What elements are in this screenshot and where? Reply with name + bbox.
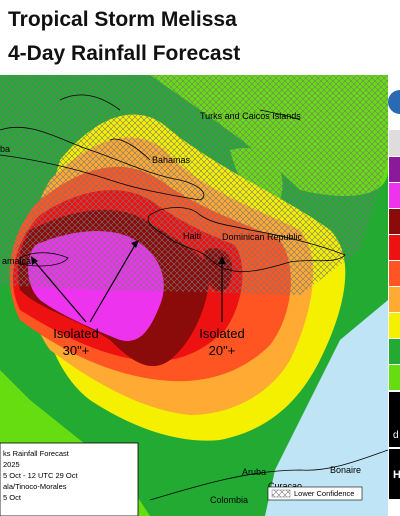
place-label: Curacao	[268, 481, 302, 491]
info-line: 5 Oct	[3, 493, 22, 502]
coastline	[0, 126, 205, 201]
side-text: d	[393, 430, 399, 441]
legend-label: Lower Confidence	[294, 489, 354, 498]
annotation: Isolated	[53, 326, 99, 341]
swatch	[389, 339, 400, 364]
info-box	[0, 442, 139, 516]
annotation: Isolated	[199, 326, 245, 341]
place-label: Turks and Caicos Islands	[200, 111, 301, 121]
swatch	[389, 365, 400, 390]
swatch	[389, 183, 400, 208]
swatch	[389, 313, 400, 338]
arrow	[34, 244, 223, 323]
place-label: amaica	[2, 256, 31, 266]
coastline	[59, 94, 301, 161]
info-line: 2025	[3, 460, 20, 469]
swatch	[389, 261, 400, 286]
info-line: ala/Tinoco-Morales	[3, 482, 67, 491]
place-label: ba	[0, 144, 10, 154]
place-label: Colombia	[210, 495, 248, 505]
legend-box	[267, 486, 363, 501]
place-label: Bahamas	[152, 155, 191, 165]
logo	[388, 90, 400, 114]
title: 4-Day Rainfall Forecast	[8, 42, 240, 65]
ocean	[265, 300, 388, 516]
side-legend: d H	[388, 90, 400, 499]
swatch	[389, 157, 400, 182]
map	[0, 75, 389, 516]
side-text: H	[393, 469, 400, 481]
swatch	[389, 130, 400, 156]
info-line: ks Rainfall Forecast	[3, 449, 70, 458]
place-label: Aruba	[242, 467, 266, 477]
legend-swatch	[271, 489, 291, 498]
side-box	[389, 449, 400, 499]
annotation: 20"+	[209, 343, 236, 358]
coastline	[149, 449, 389, 501]
annotation: 30"+	[63, 343, 90, 358]
place-label: Dominican Republic	[222, 232, 303, 242]
swatch	[389, 209, 400, 234]
place-label: Haiti	[183, 231, 201, 241]
swatch	[389, 287, 400, 312]
side-box	[389, 392, 400, 447]
swatch	[389, 235, 400, 260]
info-line: 5 Oct - 12 UTC 29 Oct	[3, 471, 79, 480]
coastline	[19, 252, 69, 267]
place-label: Bonaire	[330, 465, 361, 475]
title: Tropical Storm Melissa	[8, 8, 237, 31]
coastline	[147, 207, 346, 273]
